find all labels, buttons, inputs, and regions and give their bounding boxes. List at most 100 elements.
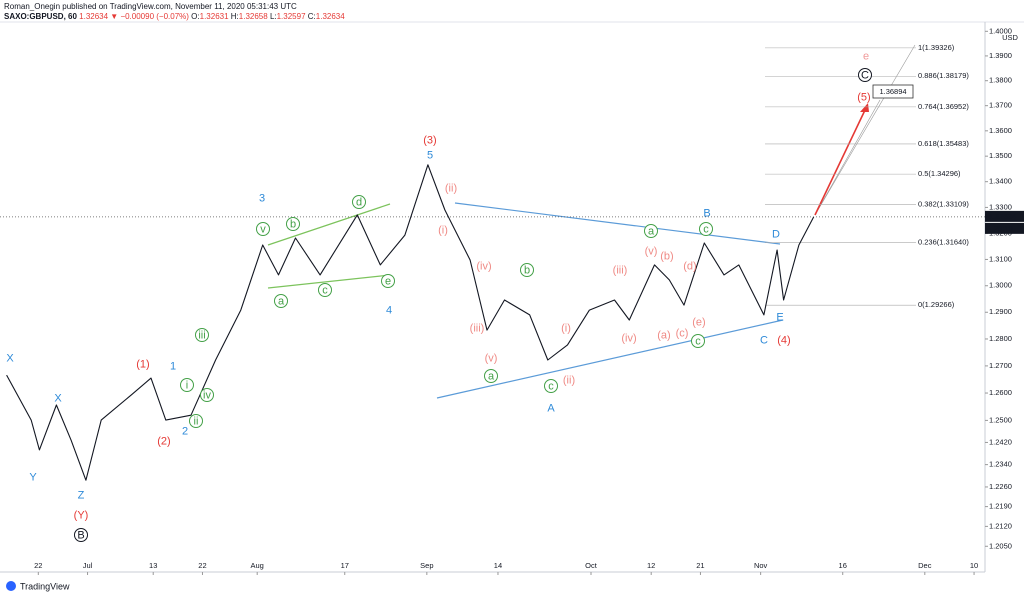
label-circle	[180, 378, 194, 392]
y-tick-label: 1.2050	[989, 541, 1012, 550]
x-tick-label: 13	[149, 561, 157, 570]
label-circle	[381, 274, 395, 288]
change: ▼ −0.00090 (−0.07%)	[110, 12, 189, 21]
y-tick-label: 1.3700	[989, 101, 1012, 110]
wave-label: (1)	[136, 358, 149, 370]
wave-label: X	[54, 392, 62, 404]
fib-label: 0.5(1.34296)	[918, 169, 961, 178]
x-tick-label: 21	[696, 561, 704, 570]
y-tick-label: 1.3900	[989, 51, 1012, 60]
y-tick-label: 1.2260	[989, 482, 1012, 491]
y-tick-label: 1.2340	[989, 460, 1012, 469]
x-tick-label: 17	[341, 561, 349, 570]
wave-label: (iii)	[470, 322, 485, 334]
ohlc-value: 1.32597	[277, 12, 306, 21]
y-tick-label: 1.2600	[989, 388, 1012, 397]
symbol: SAXO:GBPUSD, 60	[4, 12, 77, 21]
x-tick-label: Dec	[918, 561, 932, 570]
wave-label: Z	[78, 489, 85, 501]
triangle-upper	[454, 202, 781, 245]
wave-label: (a)	[657, 329, 670, 341]
projection-line	[814, 44, 916, 216]
y-tick-label: 1.3500	[989, 151, 1012, 160]
wave-label: B	[703, 207, 710, 219]
wave-label: a	[278, 295, 285, 307]
label-circle	[286, 217, 300, 231]
fib-label: 0(1.29266)	[918, 300, 955, 309]
wave-label: c	[322, 284, 328, 296]
wave-label: b	[290, 218, 296, 230]
arrow-head	[860, 103, 869, 112]
y-tick-label: 1.4000	[989, 26, 1012, 35]
wave-label: b	[524, 264, 530, 276]
wave-label: ii	[194, 415, 199, 427]
label-circle	[484, 369, 498, 383]
fib-label-bg	[916, 199, 976, 210]
label-circle	[858, 68, 872, 82]
channel-lower	[267, 274, 391, 289]
y-tick-label: 1.3000	[989, 281, 1012, 290]
y-tick-label: 1.2900	[989, 307, 1012, 316]
ohlc-value: 1.32658	[239, 12, 268, 21]
last-price-label: 1.32634	[989, 212, 1017, 221]
wave-label: (3)	[423, 134, 436, 146]
channel-upper	[267, 203, 391, 246]
wave-label: (b)	[660, 250, 673, 262]
wave-label: C	[861, 69, 869, 81]
wave-label: (5)	[857, 91, 870, 103]
wave-label: a	[488, 370, 495, 382]
wave-label: iii	[198, 329, 205, 341]
label-circle	[520, 263, 534, 277]
wave-label: 4	[386, 304, 392, 316]
label-circle	[74, 528, 88, 542]
wave-label: (i)	[561, 322, 571, 334]
label-circle	[644, 224, 658, 238]
fib-label: 0.382(1.33109)	[918, 200, 969, 209]
x-tick-label: 12	[647, 561, 655, 570]
wave-label: c	[703, 223, 709, 235]
wave-label: D	[772, 228, 780, 240]
ohlc-key: L:	[270, 12, 277, 21]
ohlc-value: 1.32634	[316, 12, 345, 21]
label-circle	[256, 222, 270, 236]
x-tick-label: 14	[494, 561, 502, 570]
x-tick-label: Aug	[251, 561, 264, 570]
label-circle	[352, 195, 366, 209]
label-circle	[200, 388, 214, 402]
fib-label: 0.886(1.38179)	[918, 71, 969, 80]
wave-label: 5	[427, 149, 433, 161]
wave-label: 3	[259, 192, 265, 204]
x-tick-label: 22	[34, 561, 42, 570]
ohlc-key: C:	[308, 12, 316, 21]
fib-label: 1(1.39326)	[918, 43, 955, 52]
fib-label: 0.236(1.31640)	[918, 238, 969, 247]
wave-label: 1	[170, 360, 176, 372]
y-tick-label: 1.3100	[989, 254, 1012, 263]
logo	[6, 581, 16, 591]
y-tick-label: 1.2700	[989, 361, 1012, 370]
countdown-label: 28:19	[994, 224, 1013, 233]
wave-label: Y	[29, 471, 37, 483]
target-box	[872, 84, 914, 99]
y-tick-label: 1.2500	[989, 415, 1012, 424]
x-tick-label: 22	[198, 561, 206, 570]
fib-label: 0.618(1.35483)	[918, 139, 969, 148]
last-price-box	[985, 210, 1024, 222]
wave-label: e	[385, 275, 391, 287]
wave-label: (c)	[676, 327, 689, 339]
label-circle	[274, 294, 288, 308]
x-tick-label: Sep	[420, 561, 433, 570]
wave-label: (v)	[645, 245, 658, 257]
wave-label: A	[547, 402, 555, 414]
y-tick-label: 1.2190	[989, 502, 1012, 511]
y-tick-label: 1.3800	[989, 76, 1012, 85]
byline: Roman_Onegin published on TradingView.co…	[4, 2, 297, 11]
triangle-lower	[436, 319, 784, 399]
wave-label: (iv)	[476, 260, 491, 272]
wave-label: (iv)	[621, 332, 636, 344]
wave-label: (ii)	[563, 374, 575, 386]
fib-label-bg	[916, 138, 976, 149]
fib-label-bg	[916, 101, 976, 112]
